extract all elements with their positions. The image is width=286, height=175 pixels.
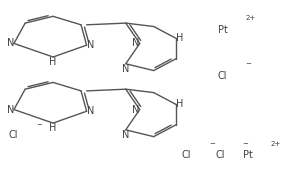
Text: N: N: [132, 38, 140, 48]
Text: −: −: [209, 141, 215, 147]
Text: Pt: Pt: [243, 150, 253, 160]
Text: 2+: 2+: [271, 141, 281, 147]
Text: Cl: Cl: [182, 150, 191, 160]
Text: −: −: [36, 122, 42, 128]
Text: H: H: [49, 57, 57, 67]
Text: N: N: [122, 130, 130, 140]
Text: N: N: [132, 104, 140, 114]
Text: N: N: [7, 104, 14, 114]
Text: N: N: [7, 38, 14, 48]
Text: N: N: [87, 40, 94, 50]
Text: 2+: 2+: [245, 15, 256, 21]
Text: H: H: [176, 33, 183, 43]
Text: N: N: [122, 64, 130, 74]
Text: Cl: Cl: [215, 150, 225, 160]
Text: −: −: [245, 61, 251, 67]
Text: H: H: [176, 99, 183, 109]
Text: Cl: Cl: [218, 71, 227, 81]
Text: Cl: Cl: [8, 130, 18, 140]
Text: N: N: [87, 106, 94, 116]
Text: Pt: Pt: [218, 25, 228, 35]
Text: H: H: [49, 123, 57, 133]
Text: −: −: [243, 141, 249, 147]
